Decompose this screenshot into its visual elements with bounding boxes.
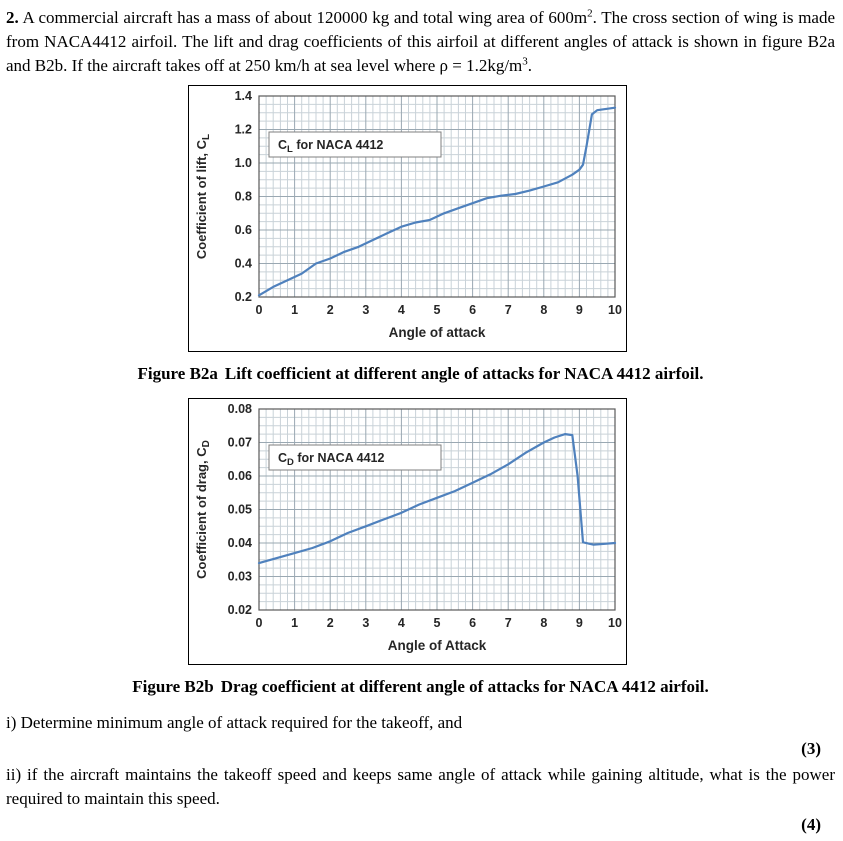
drag-coefficient-chart: 0.02 0.03 0.04 0.05 0.06 0.07 0.08 0 1 2 3 4 5 6 7 8 9 10… xyxy=(194,402,622,653)
y-tick-labels: 0.2 0.4 0.6 0.8 1.0 1.2 1.4 xyxy=(235,89,252,304)
drag-chart-container: 0.02 0.03 0.04 0.05 0.06 0.07 0.08 0 1 2 3 4 5 6 7 8 9 10… xyxy=(189,400,624,664)
svg-text:0.03: 0.03 xyxy=(228,570,252,584)
svg-text:2: 2 xyxy=(327,303,334,317)
svg-text:0.8: 0.8 xyxy=(235,190,252,204)
svg-text:1.0: 1.0 xyxy=(235,156,252,170)
svg-text:10: 10 xyxy=(608,616,622,630)
svg-text:5: 5 xyxy=(434,303,441,317)
svg-text:9: 9 xyxy=(576,616,583,630)
svg-text:0.4: 0.4 xyxy=(235,257,252,271)
svg-text:8: 8 xyxy=(540,303,547,317)
figure-b2a-caption-label: Figure B2a xyxy=(137,364,218,384)
plot-border xyxy=(258,408,616,611)
figure-b2a-caption-text: Lift coefficient at different angle of a… xyxy=(224,364,704,384)
svg-text:0: 0 xyxy=(256,303,263,317)
svg-text:5: 5 xyxy=(434,616,441,630)
superscript-2: 2 xyxy=(587,7,593,20)
y-axis-title: Coefficient of drag, CD xyxy=(194,441,212,580)
lift-chart-container: 0.2 0.4 0.6 0.8 1.0 1.2 1.4 0 1 2 3 4 5 6 7 8 9 10 Angle o… xyxy=(189,87,624,351)
lift-coefficient-chart: 0.2 0.4 0.6 0.8 1.0 1.2 1.4 0 1 2 3 4 5 6 7 8 9 10 Angle o… xyxy=(194,89,622,340)
x-axis-title: Angle of attack xyxy=(389,325,486,340)
major-gridlines xyxy=(258,408,616,611)
svg-text:1.4: 1.4 xyxy=(235,89,252,103)
question-i-marks: (3) xyxy=(801,739,821,759)
superscript-3: 3 xyxy=(522,54,528,67)
svg-text:4: 4 xyxy=(398,303,405,317)
legend-box xyxy=(268,131,442,158)
svg-text:3: 3 xyxy=(362,303,369,317)
data-series-line xyxy=(257,106,617,297)
plot-border xyxy=(258,95,616,298)
problem-text-1: A commercial aircraft has a mass of abou… xyxy=(18,8,588,27)
svg-text:1: 1 xyxy=(291,303,298,317)
svg-text:0: 0 xyxy=(256,616,263,630)
svg-text:0.08: 0.08 xyxy=(228,402,252,416)
svg-text:8: 8 xyxy=(540,616,547,630)
svg-text:6: 6 xyxy=(469,303,476,317)
x-axis-title: Angle of Attack xyxy=(388,638,487,653)
svg-text:0.04: 0.04 xyxy=(228,536,252,550)
figure-b2a-caption: Figure B2a Lift coefficient at different … xyxy=(6,364,835,384)
problem-statement: 2. A commercial aircraft has a mass of a… xyxy=(6,6,835,77)
svg-text:0.02: 0.02 xyxy=(228,603,252,617)
svg-text:4: 4 xyxy=(398,616,405,630)
svg-text:0.07: 0.07 xyxy=(228,436,252,450)
svg-text:0.06: 0.06 xyxy=(228,469,252,483)
svg-text:10: 10 xyxy=(608,303,622,317)
y-tick-labels: 0.02 0.03 0.04 0.05 0.06 0.07 0.08 xyxy=(228,402,252,617)
svg-text:1: 1 xyxy=(291,616,298,630)
svg-text:0.05: 0.05 xyxy=(228,503,252,517)
figure-b2a-box: 0.2 0.4 0.6 0.8 1.0 1.2 1.4 0 1 2 3 4 5 6 7 8 9 10 Angle o… xyxy=(188,85,627,353)
y-axis-title: Coefficient of lift, CL xyxy=(194,134,212,259)
svg-text:2: 2 xyxy=(327,616,334,630)
legend: CL for NACA 4412 xyxy=(268,131,442,158)
legend-box xyxy=(268,444,442,471)
x-tick-labels: 0 1 2 3 4 5 6 7 8 9 10 xyxy=(256,616,622,630)
svg-text:9: 9 xyxy=(576,303,583,317)
figure-b2b-caption-text: Drag coefficient at different angle of a… xyxy=(220,677,709,697)
figure-b2b-box: 0.02 0.03 0.04 0.05 0.06 0.07 0.08 0 1 2 3 4 5 6 7 8 9 10… xyxy=(188,398,627,666)
svg-text:7: 7 xyxy=(505,616,512,630)
svg-text:1.2: 1.2 xyxy=(235,123,252,137)
legend: CD for NACA 4412 xyxy=(268,444,442,471)
data-series-line xyxy=(257,433,617,565)
svg-text:0.2: 0.2 xyxy=(235,290,252,304)
question-ii-marks: (4) xyxy=(801,814,821,834)
problem-number: 2. xyxy=(6,8,19,27)
legend-label: CL for NACA 4412 xyxy=(278,138,383,155)
svg-text:7: 7 xyxy=(505,303,512,317)
legend-label: CD for NACA 4412 xyxy=(278,451,384,468)
svg-text:6: 6 xyxy=(469,616,476,630)
figure-b2b-caption-label: Figure B2b xyxy=(132,677,214,697)
question-i: i) Determine minimum angle of attack req… xyxy=(6,713,463,733)
problem-text-2: . The cross section of wing is made from… xyxy=(6,8,836,75)
x-tick-labels: 0 1 2 3 4 5 6 7 8 9 10 xyxy=(256,303,622,317)
problem-text-3: . xyxy=(527,55,533,75)
figure-b2b-caption: Figure B2b Drag coefficient at different … xyxy=(6,677,835,697)
svg-text:0.6: 0.6 xyxy=(235,223,252,237)
svg-text:3: 3 xyxy=(362,616,369,630)
question-ii: ii) if the aircraft maintains the takeof… xyxy=(6,765,835,808)
